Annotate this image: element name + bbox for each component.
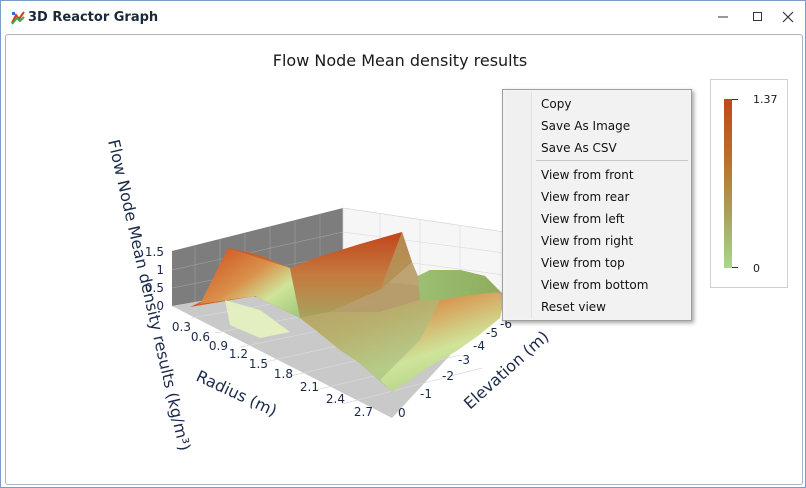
menu-item-view-front[interactable]: View from front [541, 168, 634, 182]
y-tick: -5 [486, 326, 498, 340]
y-axis-ticks: 0 -1 -2 -3 -4 -5 -6 [398, 317, 512, 420]
x-tick: 2.4 [326, 392, 345, 406]
surface-ridge [330, 232, 505, 312]
x-axis-ticks: 0.3 0.6 0.9 1.2 1.5 1.8 2.1 2.4 2.7 [172, 320, 373, 419]
menu-item-save-as-csv[interactable]: Save As CSV [541, 141, 617, 155]
menu-item-view-left[interactable]: View from left [541, 212, 625, 226]
y-tick: 0 [398, 406, 406, 420]
menu-item-view-rear[interactable]: View from rear [541, 190, 630, 204]
legend-min-label: 0 [753, 262, 760, 275]
minimize-button[interactable] [708, 4, 738, 30]
surface-shade [300, 300, 440, 392]
menu-icon-gutter [505, 92, 532, 318]
x-tick: 2.1 [300, 380, 319, 394]
legend-max-label: 1.37 [753, 93, 778, 106]
maximize-icon [753, 12, 762, 21]
menu-item-view-top[interactable]: View from top [541, 256, 625, 270]
z-tick: 0 [156, 299, 164, 313]
legend-max-tick [732, 99, 738, 100]
x-tick: 1.5 [249, 357, 268, 371]
title-bar[interactable]: 3D Reactor Graph [1, 1, 805, 34]
chart-title: Flow Node Mean density results [272, 51, 528, 70]
y-tick: -1 [420, 387, 432, 401]
surface-right-low [418, 270, 500, 300]
menu-item-view-bottom[interactable]: View from bottom [541, 278, 649, 292]
z-tick: 0.5 [145, 281, 164, 295]
context-menu: Copy Save As Image Save As CSV View from… [502, 89, 692, 321]
close-icon [782, 11, 794, 23]
y-tick: -2 [442, 369, 454, 383]
window-title: 3D Reactor Graph [28, 10, 159, 25]
x-tick: 0.9 [209, 339, 228, 353]
color-legend: 1.37 0 [710, 79, 788, 288]
surface-front-light [225, 300, 290, 338]
x-tick: 1.2 [229, 347, 248, 361]
color-scale-bar [724, 99, 732, 268]
x-axis-label: Radius (m) [193, 366, 280, 420]
y-tick: -4 [473, 339, 485, 353]
menu-item-save-as-image[interactable]: Save As Image [541, 119, 631, 133]
menu-item-view-right[interactable]: View from right [541, 234, 634, 248]
surface-peak-left [200, 248, 300, 318]
x-tick: 1.8 [274, 367, 293, 381]
z-tick: 1 [156, 263, 164, 277]
z-axis-ticks: 1.5 1 0.5 0 [145, 245, 164, 313]
legend-min-tick [732, 267, 738, 268]
minimize-icon [718, 16, 728, 18]
close-button[interactable] [773, 4, 803, 30]
surface-peak-mid [228, 232, 412, 318]
menu-item-copy[interactable]: Copy [541, 97, 572, 111]
app-graph-icon [11, 11, 25, 25]
x-tick: 0.6 [191, 330, 210, 344]
x-tick: 2.7 [354, 405, 373, 419]
maximize-button[interactable] [743, 4, 773, 30]
menu-item-reset-view[interactable]: Reset view [541, 300, 606, 314]
z-tick: 1.5 [145, 245, 164, 259]
x-tick: 0.3 [172, 320, 191, 334]
y-tick: -6 [500, 317, 512, 331]
menu-separator [536, 160, 688, 161]
y-tick: -3 [458, 353, 470, 367]
